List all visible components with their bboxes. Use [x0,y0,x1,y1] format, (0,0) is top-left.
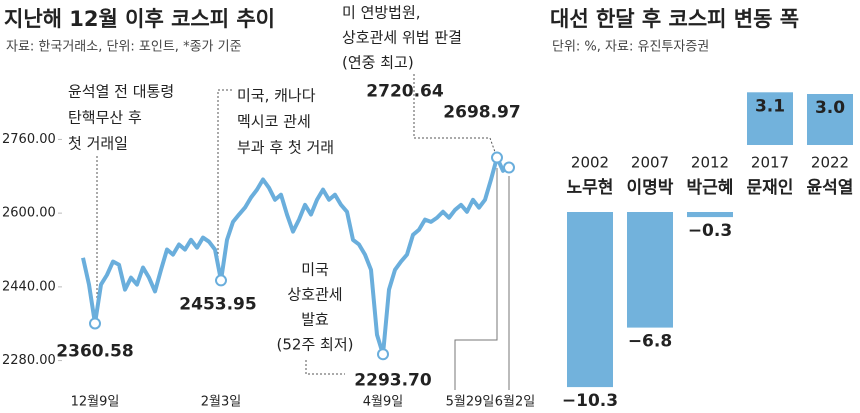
annotation: (연중 최고) [342,54,414,72]
annotation: 미국 [301,261,329,279]
x-tick-label: 이명박 [627,178,674,198]
data-label: 2453.95 [179,294,256,314]
leader-line [217,89,232,272]
y-tick-label: 2600.00 [2,206,56,221]
y-tick-label: 2280.00 [2,353,56,368]
point-marker [491,151,503,164]
point-marker [89,317,101,330]
x-tick-label: 2002 [571,154,609,172]
y-tick-label: 2440.00 [2,279,56,294]
data-label: −6.8 [628,332,672,352]
data-label: 2360.58 [56,341,133,361]
x-tick-label: 2007 [631,154,669,172]
data-label: −0.3 [688,221,732,241]
point-marker [215,274,227,287]
x-tick-label: 2017 [751,154,789,172]
annotation: (52주 최저) [277,336,354,354]
bar [567,212,613,388]
x-tick-label: 노무현 [567,178,614,198]
leader-line [413,74,496,153]
x-tick-label: 4월9일 [363,395,403,410]
data-label: 3.0 [815,98,845,118]
data-label: 2698.97 [443,103,520,123]
data-label: 2293.70 [354,370,432,390]
x-tick-label: 문재인 [747,178,794,198]
x-tick-label: 6월2일 [495,395,535,410]
x-tick-label: 윤석열 [807,178,854,198]
chart-title: 대선 한달 후 코스피 변동 폭 [550,7,799,31]
chart-title: 지난해 12월 이후 코스피 추이 [4,7,275,31]
y-tick-label: 2760.00 [2,132,56,147]
data-label: 3.1 [755,96,785,116]
x-tick-label: 5월29일 [446,395,495,410]
x-tick-label: 2012 [691,154,729,172]
annotation: 미 연방법원, [342,4,421,22]
x-tick-label: 박근혜 [687,178,734,198]
line [81,155,510,357]
leader-line [305,360,345,375]
annotation: 윤석열 전 대통령 [68,83,174,101]
bar [687,212,733,218]
chart-subtitle: 단위: %, 자료: 유진투자증권 [552,40,709,55]
chart-subtitle: 자료: 한국거래소, 단위: 포인트, *종가 기준 [6,40,242,55]
annotation: 멕시코 관세 [237,113,311,131]
annotation: 탄핵무산 후 [68,109,142,127]
bar [627,212,673,328]
data-label: 2720.64 [366,82,444,102]
bar [747,92,793,145]
point-marker [377,348,389,361]
annotation: 첫 거래일 [68,135,128,153]
annotation: 부과 후 첫 거래 [237,139,334,157]
annotation: 발효 [301,311,329,329]
bar [807,94,853,145]
data-label: −10.3 [562,391,618,411]
x-tick-label: 2022 [811,154,849,172]
x-tick-label: 12월9일 [71,395,120,410]
point-marker [503,161,515,174]
x-tick-label: 2월3일 [201,395,241,410]
annotation: 상호관세 위법 판결 [342,29,462,47]
annotation: 미국, 캐나다 [237,87,316,105]
annotation: 상호관세 [287,286,342,304]
leader-line [454,168,498,390]
